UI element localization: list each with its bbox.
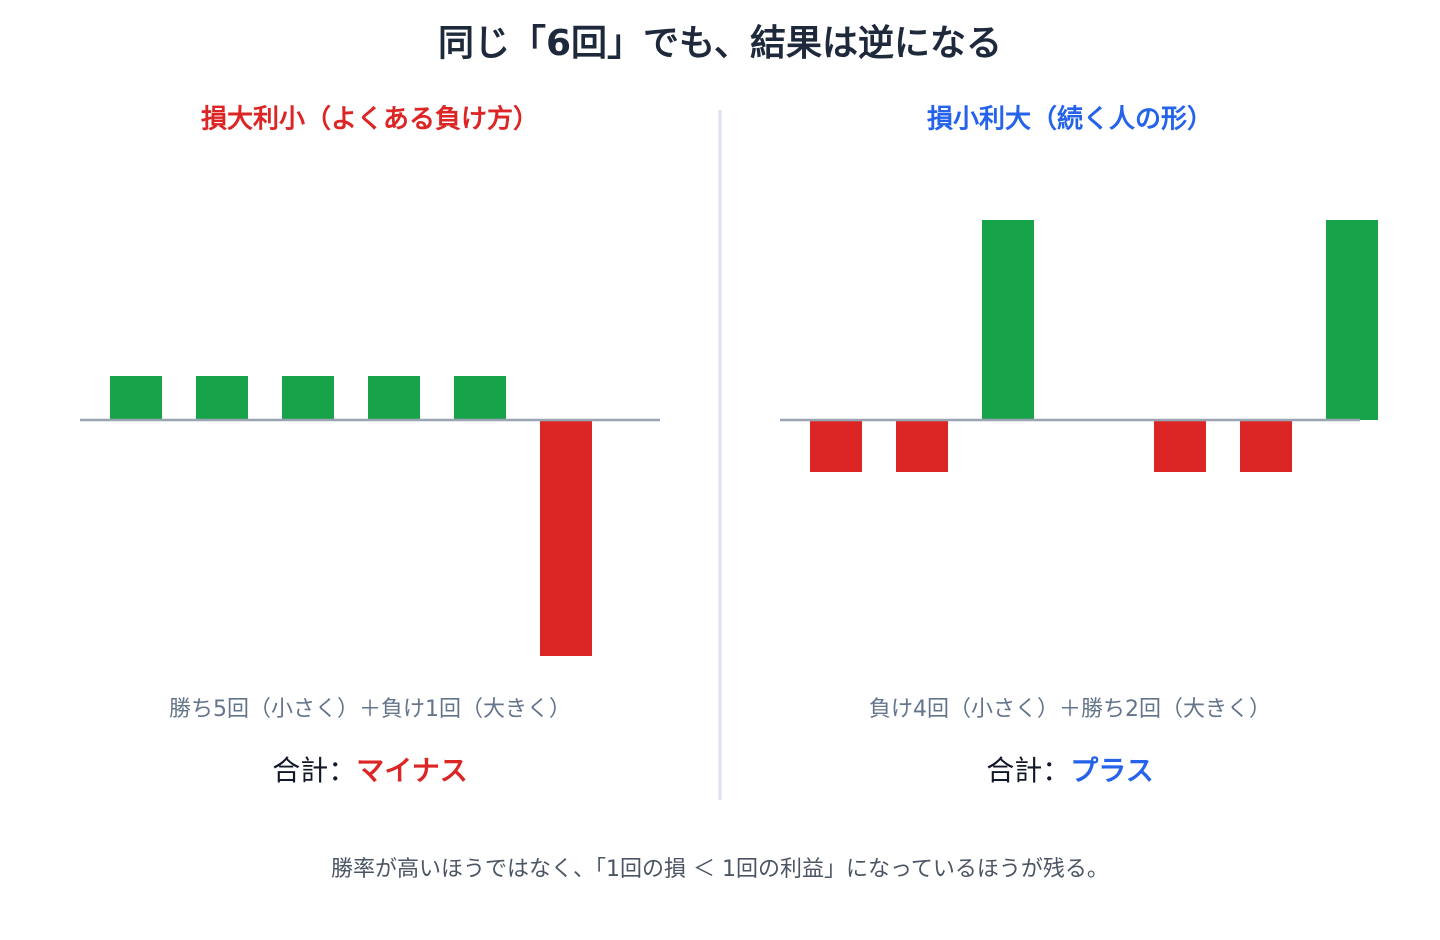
bar	[896, 420, 948, 472]
bar	[368, 376, 420, 420]
bar	[110, 376, 162, 420]
bar	[282, 376, 334, 420]
total: 合計：マイナス	[272, 754, 467, 787]
bar	[454, 376, 506, 420]
chart-title: 損大利小（よくある負け方）	[201, 104, 539, 135]
total-label: 合計：	[272, 754, 356, 787]
main-title: 同じ「6回」でも、結果は逆になる	[438, 23, 1002, 64]
total-value: プラス	[1070, 754, 1153, 787]
bar	[810, 420, 862, 472]
bar	[1326, 220, 1378, 420]
bar	[1240, 420, 1292, 472]
footer-note: 勝率が高いほうではなく、「1回の損 ＜ 1回の利益」になっているほうが残る。	[331, 857, 1109, 882]
total-value: マイナス	[356, 754, 467, 787]
bar	[196, 376, 248, 420]
bar	[540, 420, 592, 656]
bar	[982, 220, 1034, 420]
chart-title: 損小利大（続く人の形）	[927, 104, 1213, 135]
bar	[1154, 420, 1206, 472]
caption: 負け4回（小さく）＋勝ち2回（大きく）	[869, 697, 1271, 722]
total: 合計：プラス	[986, 754, 1153, 787]
total-label: 合計：	[986, 754, 1070, 787]
caption: 勝ち5回（小さく）＋負け1回（大きく）	[169, 697, 571, 722]
